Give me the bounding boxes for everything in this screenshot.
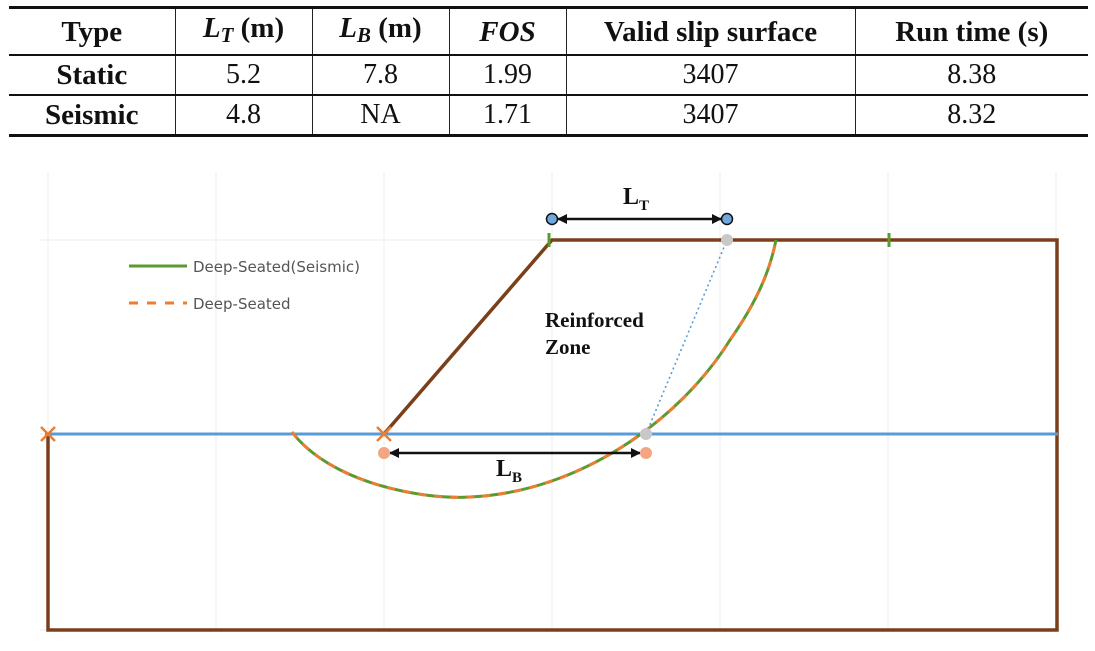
cell-type: Static: [9, 55, 176, 96]
header-run-time: Run time (s): [854, 7, 1088, 56]
lt-endpoint-right: [720, 212, 734, 226]
tick-markers: [547, 233, 891, 247]
lb-endpoint-left: [378, 447, 390, 459]
cell-fos: 1.71: [448, 95, 567, 136]
slope-diagram: LT LB Reinforced Zone Deep-Seated(Seismi…: [40, 172, 1060, 632]
lt-label-letter: L: [623, 184, 639, 210]
surface-point-top: [721, 234, 733, 246]
header-type: Type: [9, 7, 176, 56]
header-fos: FOS: [448, 7, 567, 56]
header-lb-unit: (m): [370, 12, 422, 44]
lt-endpoint-left: [545, 212, 559, 226]
slip-surface-static: [290, 239, 778, 499]
reinforced-zone-label: Reinforced: [545, 308, 644, 332]
cell-type: Seismic: [9, 95, 176, 136]
lb-dimension: LB: [378, 447, 652, 486]
reinforced-zone-label-2: Zone: [545, 335, 591, 359]
header-lb-symbol: L: [339, 12, 358, 44]
x-marker-icon: [376, 426, 392, 442]
cell-valid-slip-surface: 3407: [565, 95, 856, 136]
table-row-static: Static 5.2 7.8 1.99 3407 8.38: [9, 55, 1088, 96]
header-lt-symbol: L: [202, 12, 221, 44]
reinforcement-line: [645, 239, 728, 435]
results-table: Type LT (m) LB (m) FOS Valid slip surfac…: [9, 6, 1088, 137]
header-lt-subscript: T: [220, 23, 234, 48]
header-lt-unit: (m): [233, 12, 285, 44]
header-valid-slip-surface: Valid slip surface: [565, 7, 856, 56]
lb-endpoint-right: [640, 447, 652, 459]
lb-label: LB: [496, 456, 522, 486]
surface-point-water: [640, 428, 652, 440]
cell-lb: NA: [311, 95, 450, 136]
cell-valid-slip-surface: 3407: [565, 55, 856, 96]
header-lb-subscript: B: [357, 23, 371, 48]
x-markers: [40, 426, 392, 442]
cell-run-time: 8.32: [854, 95, 1088, 136]
cell-lt: 5.2: [174, 55, 313, 96]
slip-surface-seismic: [290, 239, 778, 499]
legend-label-static: Deep-Seated: [193, 295, 291, 313]
legend: Deep-Seated(Seismic) Deep-Seated: [129, 258, 360, 313]
cell-run-time: 8.38: [854, 55, 1088, 96]
legend-label-seismic: Deep-Seated(Seismic): [193, 258, 360, 276]
cell-fos: 1.99: [448, 55, 567, 96]
lt-label-subscript: T: [639, 198, 649, 214]
lt-dimension: LT: [545, 184, 734, 226]
lb-label-letter: L: [496, 456, 512, 482]
cell-lt: 4.8: [174, 95, 313, 136]
cell-lb: 7.8: [311, 55, 450, 96]
table-header-row: Type LT (m) LB (m) FOS Valid slip surfac…: [9, 7, 1088, 56]
header-lt: LT (m): [174, 7, 313, 56]
table-row-seismic: Seismic 4.8 NA 1.71 3407 8.32: [9, 95, 1088, 136]
header-lb: LB (m): [311, 7, 450, 56]
lt-label: LT: [623, 184, 649, 214]
x-marker-icon: [40, 426, 56, 442]
lb-label-subscript: B: [512, 470, 522, 486]
